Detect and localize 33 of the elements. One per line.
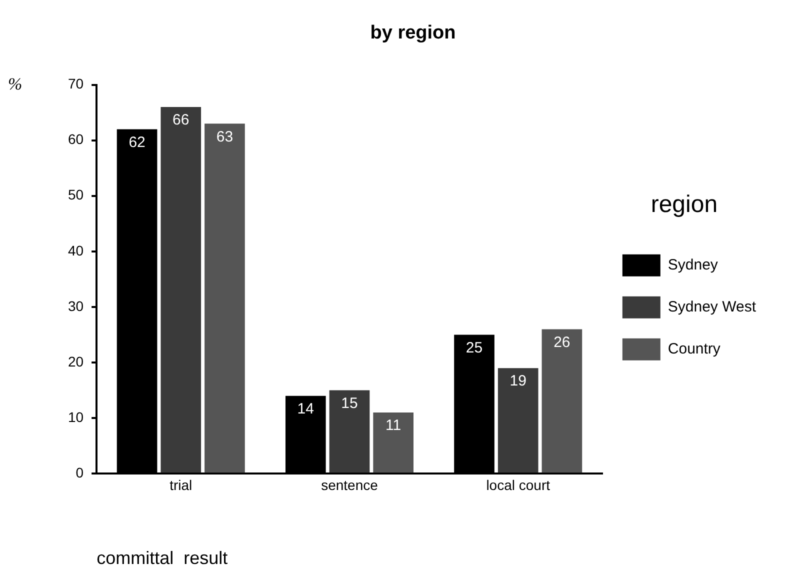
legend-label: Sydney (668, 256, 718, 274)
bar (373, 412, 414, 473)
bar (542, 329, 582, 473)
x-tick-label: trial (170, 476, 192, 493)
y-tick-label: 0 (76, 464, 84, 480)
y-tick-label: 50 (68, 186, 84, 203)
y-tick-label: 10 (68, 408, 84, 425)
bar (498, 368, 538, 473)
legend-label: Sydney West (668, 298, 757, 316)
data-label: 15 (341, 394, 358, 412)
x-tick-label: local court (486, 476, 550, 493)
chart-title: by region (370, 22, 456, 44)
data-label: 11 (386, 417, 402, 434)
legend-title: region (650, 191, 718, 218)
data-label: 25 (466, 339, 483, 356)
legend-label: Country (668, 340, 721, 358)
y-tick-label: 40 (68, 242, 84, 258)
data-label: 26 (554, 334, 570, 351)
data-label: 63 (216, 128, 234, 146)
y-tick-label: 30 (68, 298, 84, 314)
y-tick-label: 60 (68, 131, 84, 148)
y-tick-label: 70 (68, 76, 84, 92)
data-label: 19 (510, 372, 526, 390)
bar (204, 124, 245, 473)
data-label: 62 (128, 134, 146, 151)
y-axis-title: % (8, 74, 22, 94)
data-label: 66 (172, 112, 190, 129)
bar (160, 107, 202, 473)
x-axis-title: committal result (96, 548, 228, 568)
bar (329, 390, 370, 473)
x-tick-label: sentence (321, 476, 378, 493)
y-tick-label: 20 (68, 353, 84, 370)
data-label: 14 (297, 400, 314, 418)
